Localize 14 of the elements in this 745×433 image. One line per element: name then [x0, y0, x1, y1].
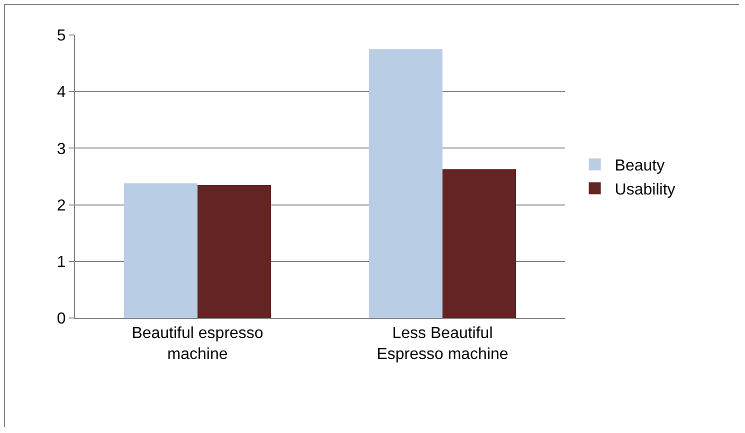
- bar: [442, 169, 516, 318]
- y-tick-label: 0: [56, 310, 66, 328]
- bar: [124, 183, 198, 318]
- y-tick-label: 3: [56, 140, 66, 158]
- bar: [198, 184, 271, 318]
- x-tick-label: Beautiful espresso machine: [132, 325, 264, 363]
- bar: [369, 49, 442, 318]
- legend-label: Usability: [614, 181, 676, 198]
- y-tick-label: 5: [56, 28, 66, 45]
- y-tick-label: 1: [56, 254, 66, 271]
- y-tick-label: 2: [56, 197, 66, 214]
- x-tick-label: Less Beautiful Espresso machine: [376, 325, 508, 363]
- legend-label: Beauty: [614, 158, 665, 175]
- y-tick-label: 4: [56, 84, 66, 102]
